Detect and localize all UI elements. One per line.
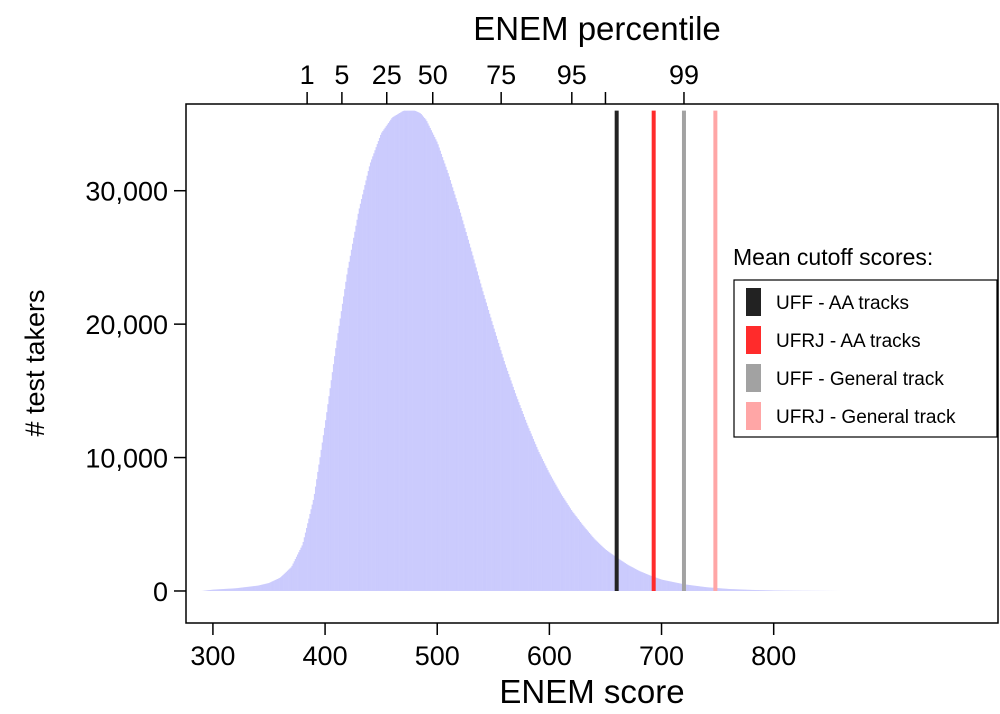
legend-swatch	[746, 326, 761, 354]
legend-label: UFRJ - General track	[776, 407, 956, 428]
y-tick-label: 20,000	[85, 310, 168, 340]
cutoff-lines	[617, 111, 716, 591]
top-tick-label: 5	[334, 60, 349, 90]
legend-swatch	[746, 402, 761, 430]
y-axis-ticks: 0 10,000 20,000 30,000	[85, 177, 186, 607]
x-axis-ticks: 300 400 500 600 700 800	[190, 623, 796, 671]
top-tick-label: 50	[418, 60, 448, 90]
top-axis-title: ENEM percentile	[473, 10, 721, 47]
top-tick-label: 25	[372, 60, 402, 90]
x-tick-label: 500	[415, 641, 460, 671]
legend-label: UFF - General track	[776, 369, 944, 390]
legend-swatch	[746, 364, 761, 392]
y-tick-label: 10,000	[85, 444, 168, 474]
legend-label: UFF - AA tracks	[776, 293, 909, 314]
y-tick-label: 30,000	[85, 177, 168, 207]
top-tick-label: 99	[669, 60, 699, 90]
top-tick-label: 75	[486, 60, 516, 90]
x-axis-title: ENEM score	[499, 673, 684, 709]
y-axis-title: # test takers	[20, 289, 50, 436]
legend-title: Mean cutoff scores:	[733, 244, 933, 270]
x-tick-label: 400	[303, 641, 348, 671]
legend-label: UFRJ - AA tracks	[776, 331, 921, 352]
x-tick-label: 700	[639, 641, 684, 671]
x-tick-label: 800	[751, 641, 796, 671]
y-tick-label: 0	[153, 577, 168, 607]
top-tick-label: 1	[300, 60, 315, 90]
legend-swatch	[746, 288, 761, 316]
x-tick-label: 300	[190, 641, 235, 671]
x-tick-label: 600	[527, 641, 572, 671]
top-tick-label: 95	[557, 60, 587, 90]
